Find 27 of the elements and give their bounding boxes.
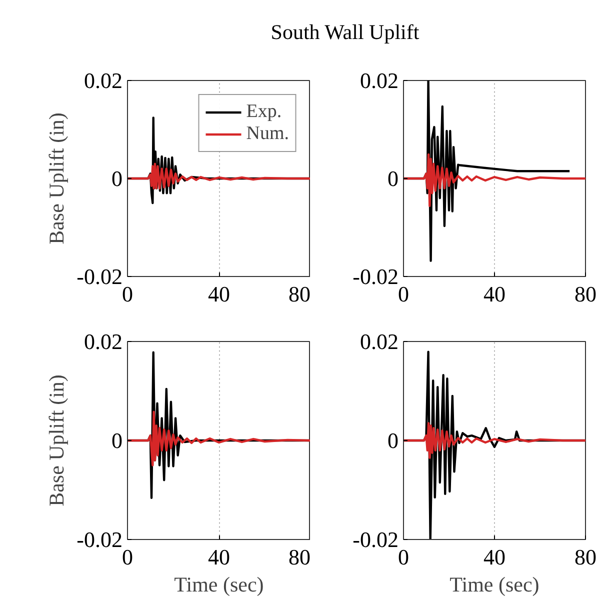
legend-label: Num. [246,123,289,145]
y-tick-label: 0 [388,428,398,453]
x-axis-title: Time (sec) [450,572,540,596]
x-tick-label: 40 [208,282,230,306]
x-tick-label: 40 [484,544,506,570]
chart-title: South Wall Uplift [270,19,420,46]
y-axis-title: Base Uplift (in) [44,374,69,506]
y-tick-label: 0 [388,166,398,191]
x-tick-label: 40 [208,544,230,570]
y-tick-label: -0.02 [76,527,122,552]
y-tick-label: 0.02 [84,329,122,354]
y-tick-label: -0.02 [76,264,122,289]
x-tick-label: 80 [288,282,310,306]
x-tick-label: 40 [484,282,506,306]
y-tick-label: 0 [112,428,122,453]
y-axis-title: Base Uplift (in) [44,112,69,244]
y-tick-label: -0.02 [352,527,398,552]
y-tick-label: 0.02 [360,329,398,354]
y-tick-label: 0 [112,166,122,191]
legend-label: Exp. [246,101,282,123]
y-tick-label: -0.02 [352,264,398,289]
x-tick-label: 80 [574,282,596,306]
y-tick-label: 0.02 [84,68,122,93]
x-tick-label: 80 [574,544,596,570]
x-tick-label: 80 [288,544,310,570]
x-axis-title: Time (sec) [174,572,264,596]
y-tick-label: 0.02 [360,68,398,93]
